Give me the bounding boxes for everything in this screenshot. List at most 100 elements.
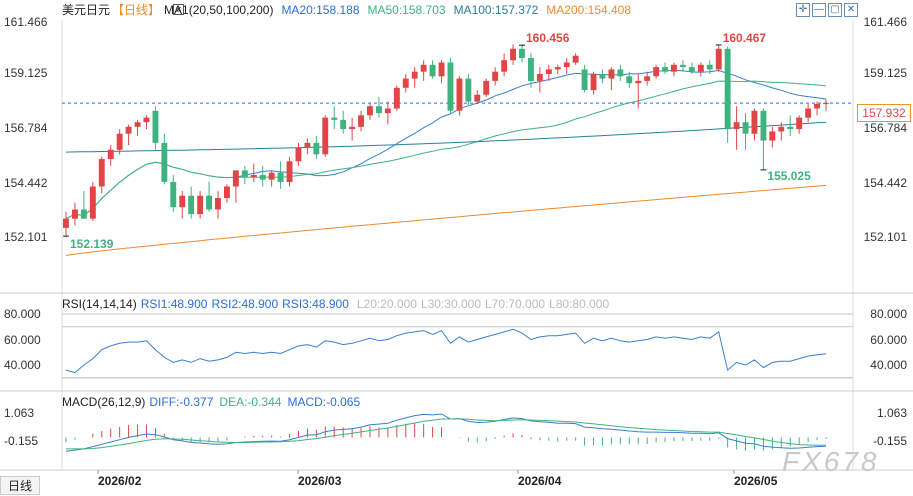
candle-body xyxy=(626,76,633,84)
candle-body xyxy=(268,172,275,180)
candle-body xyxy=(483,80,490,95)
candle-body xyxy=(590,74,597,91)
candle-body xyxy=(116,133,123,150)
rsi-ytick-right: 80.000 xyxy=(870,307,907,321)
candle-body xyxy=(125,126,132,134)
ytick-right: 154.442 xyxy=(863,176,907,190)
ytick-right: 152.101 xyxy=(863,230,907,244)
candle-body xyxy=(501,60,508,72)
candle-body xyxy=(232,170,239,187)
candle-body xyxy=(751,110,758,134)
candle-body xyxy=(358,115,364,127)
ytick-right: 159.125 xyxy=(863,66,907,80)
candle-body xyxy=(304,142,311,148)
candle-body xyxy=(814,103,820,109)
l80-label: L80:80.000 xyxy=(549,297,610,311)
candle-body xyxy=(787,126,794,130)
candle-body xyxy=(188,195,195,215)
candle-body xyxy=(152,110,159,143)
ma100-label: MA100:157.372 xyxy=(453,3,539,17)
diff-line xyxy=(65,413,827,452)
macd-label: MACD(26,12,9) xyxy=(62,395,146,409)
candle-body xyxy=(671,64,677,72)
candle-body xyxy=(161,142,168,182)
candle-body xyxy=(98,159,105,187)
ytick-right: 161.466 xyxy=(863,15,907,29)
rsi-ytick-left: 40.000 xyxy=(4,358,41,372)
rsi-ytick-left: 80.000 xyxy=(4,307,41,321)
rsi2-label: RSI2:48.900 xyxy=(211,297,279,311)
candle-body xyxy=(250,175,257,178)
minimize-icon[interactable]: — xyxy=(812,3,826,17)
candle-body xyxy=(769,131,776,141)
candle-body xyxy=(599,74,606,79)
candle-body xyxy=(805,108,812,118)
ytick-left: 152.101 xyxy=(4,230,48,244)
candle-body xyxy=(742,122,749,134)
watermark: FX678 xyxy=(782,446,880,477)
candle-body xyxy=(465,78,472,102)
period-label[interactable]: 【日线】 xyxy=(112,3,161,17)
candle-body xyxy=(134,122,141,127)
candle-body xyxy=(545,69,552,74)
candle-body xyxy=(331,117,338,120)
rsi-header: RSI(14,14,14) RSI1:48.900 RSI2:48.900 RSI3:… xyxy=(62,294,617,314)
l70-label: L70:70.000 xyxy=(485,297,546,311)
xtick-label: 2026/02 xyxy=(98,474,142,488)
candle-body xyxy=(438,62,445,77)
ma200-line xyxy=(65,184,827,256)
candle-body xyxy=(528,58,534,81)
diff-label: DIFF:-0.377 xyxy=(149,395,214,409)
candle-body xyxy=(259,175,266,180)
candle-body xyxy=(72,209,78,219)
candle-body xyxy=(715,48,722,70)
dea-label: DEA:-0.344 xyxy=(219,395,282,409)
candle-body xyxy=(313,142,320,155)
candle-body xyxy=(224,186,230,198)
candle-body xyxy=(724,48,731,130)
candle-body xyxy=(688,67,695,72)
candle-body xyxy=(456,78,463,111)
period-tab-daily[interactable]: 日线 xyxy=(0,476,40,495)
chart-type-icon[interactable]: ✕ xyxy=(173,4,184,15)
annotation-low1: 152.139 xyxy=(70,237,114,251)
crosshair-icon[interactable]: ✛ xyxy=(796,3,810,17)
candle-body xyxy=(429,64,436,77)
last-price-tag: 157.932 xyxy=(857,104,911,122)
candle-body xyxy=(680,64,686,68)
ytick-left: 159.125 xyxy=(4,66,48,80)
candle-body xyxy=(420,64,427,72)
ma-label: MA1(20,50,100,200) xyxy=(164,3,274,17)
candle-body xyxy=(447,62,454,111)
l20-label: L20:20.000 xyxy=(356,297,417,311)
ytick-left: 161.466 xyxy=(4,15,48,29)
macd-ytick-left: -0.155 xyxy=(4,434,39,448)
ma100-line xyxy=(65,121,827,153)
rsi-line xyxy=(65,328,827,374)
candle-body xyxy=(402,78,409,88)
ytick-left: 156.784 xyxy=(4,121,48,135)
rsi-ytick-left: 60.000 xyxy=(4,333,41,347)
xtick-label: 2026/03 xyxy=(298,474,342,488)
candle-body xyxy=(823,103,829,105)
candle-body xyxy=(581,69,588,91)
candle-body xyxy=(554,67,561,70)
ma20-label: MA20:158.188 xyxy=(281,3,360,17)
candle-body xyxy=(80,209,87,219)
candle-body xyxy=(617,69,624,77)
maximize-icon[interactable]: ▢ xyxy=(828,3,842,17)
candle-body xyxy=(536,74,543,81)
l30-label: L30:30.000 xyxy=(420,297,481,311)
candle-body xyxy=(241,170,248,178)
candle-body xyxy=(277,172,284,182)
candle-body xyxy=(349,126,356,130)
annotation-high2: 160.467 xyxy=(723,31,767,45)
candle-body xyxy=(206,195,212,210)
candle-body xyxy=(653,67,660,77)
candle-body xyxy=(706,64,713,70)
candle-body xyxy=(492,71,499,81)
candle-body xyxy=(733,122,740,130)
candle-body xyxy=(474,94,481,102)
close-icon[interactable]: ✕ xyxy=(844,3,858,17)
